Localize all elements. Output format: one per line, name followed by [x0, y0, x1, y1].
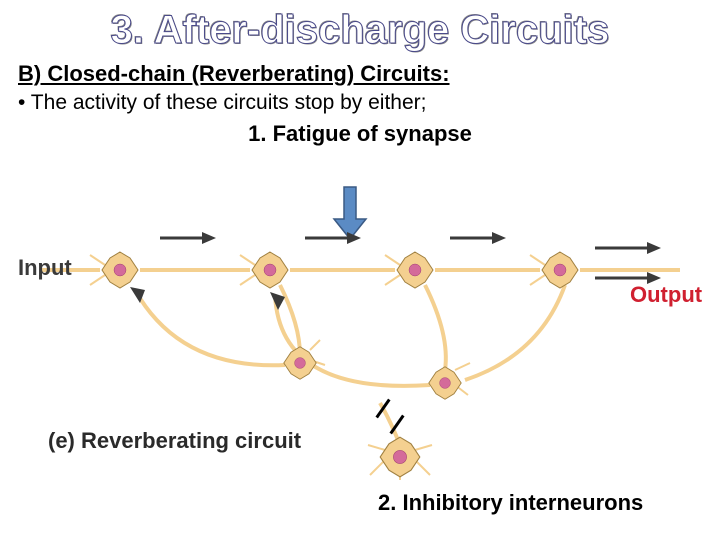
signal-arrow-3: [450, 230, 510, 246]
circuit-type-label: (e) Reverberating circuit: [48, 428, 301, 454]
subtitle: B) Closed-chain (Reverberating) Circuits…: [0, 53, 720, 89]
bullet-text: • The activity of these circuits stop by…: [0, 89, 720, 117]
neuron-main-3: [395, 250, 435, 290]
neuron-main-2: [250, 250, 290, 290]
circuit-diagram: [0, 195, 720, 515]
neuron-feedback-1: [282, 345, 318, 381]
fatigue-label: 1. Fatigue of synapse: [0, 117, 720, 147]
neuron-main-4: [540, 250, 580, 290]
signal-arrow-2: [305, 230, 365, 246]
page-title: 3. After-discharge Circuits: [0, 0, 720, 53]
signal-arrow-4: [595, 240, 665, 256]
inhibitory-label: 2. Inhibitory interneurons: [378, 490, 643, 516]
neuron-main-1: [100, 250, 140, 290]
output-label: Output: [630, 282, 702, 308]
input-label: Input: [18, 255, 72, 281]
neuron-feedback-2: [427, 365, 463, 401]
neuron-inhibitory: [378, 435, 422, 479]
signal-arrow-1: [160, 230, 220, 246]
